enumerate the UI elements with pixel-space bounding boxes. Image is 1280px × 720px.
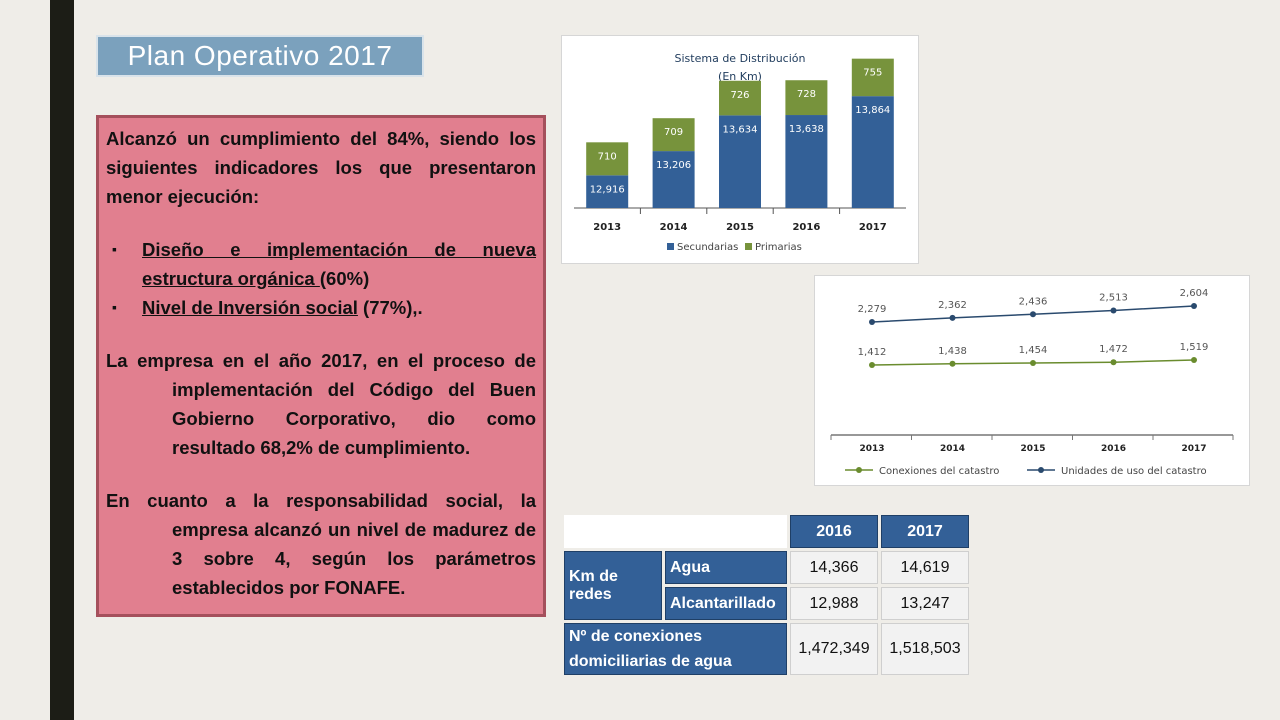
x-tick-2015: 2015 (726, 222, 754, 233)
sidebar-accent-bar (50, 0, 74, 720)
data-label-conexiones-2015: 1,454 (1019, 345, 1048, 356)
legend-label-primarias: Primarias (755, 242, 802, 253)
bar-secundarias-2014 (652, 151, 695, 208)
point-conexiones-2016 (1110, 359, 1117, 366)
data-label-secundarias-2013: 12,916 (590, 184, 625, 195)
bar-primarias-2015 (719, 80, 761, 116)
indicator-link[interactable]: Nivel de Inversión social (142, 297, 358, 318)
indicator-value: (60%) (319, 268, 370, 289)
point-conexiones-2017 (1191, 357, 1197, 364)
table-corner (564, 515, 787, 548)
x-tick-2013: 2013 (859, 444, 884, 454)
slide-title: Plan Operativo 2017 (96, 35, 424, 77)
data-label-secundarias-2015: 13,634 (723, 124, 758, 135)
cell-alcantarillado-2016: 12,988 (790, 587, 878, 620)
indicator-item: ▪ Nivel de Inversión social (77%),. (106, 293, 536, 322)
point-conexiones-2015 (1030, 360, 1036, 367)
point-unidades-2017 (1191, 303, 1197, 310)
catastro-line-chart: 1,412 1,438 1,454 1,472 1,519 2,279 2,362 2,436… (814, 275, 1250, 486)
x-tick-2017: 2017 (1181, 444, 1206, 454)
social-responsibility-paragraph: En cuanto a la responsabilidad social, l… (106, 490, 536, 598)
governance-paragraph: La empresa en el año 2017, en el proceso… (106, 350, 536, 458)
catastro-line-chart-svg: 1,412 1,438 1,454 1,472 1,519 2,279 2,362 2,436… (830, 288, 1234, 477)
bar-primarias-2013 (586, 142, 629, 176)
cell-agua-2016: 14,366 (790, 551, 878, 584)
col-header-2017: 2017 (881, 515, 969, 548)
legend-swatch-secundarias (667, 243, 674, 250)
x-tick-2017: 2017 (859, 222, 887, 233)
intro-paragraph: Alcanzó un cumplimiento del 84%, siendo … (106, 128, 536, 207)
cell-agua-2017: 14,619 (881, 551, 969, 584)
square-bullet-icon: ▪ (112, 299, 117, 315)
legend-label-unidades: Unidades de uso del catastro (1061, 466, 1207, 477)
distribution-chart-svg: Sistema de Distribución (En Km) 12,916 71… (574, 52, 906, 253)
distribution-chart: Sistema de Distribución (En Km) 12,916 71… (561, 35, 919, 264)
network-table: 2016 2017 Km de redes Agua 14,366 14,619… (561, 512, 972, 678)
bar-primarias-2016 (785, 80, 828, 116)
data-label-unidades-2015: 2,436 (1019, 296, 1048, 307)
data-label-conexiones-2013: 1,412 (858, 347, 887, 358)
summary-panel: Alcanzó un cumplimiento del 84%, siendo … (96, 115, 546, 617)
x-tick-2013: 2013 (593, 222, 621, 233)
point-unidades-2014 (949, 314, 956, 321)
legend-swatch-primarias (745, 243, 752, 250)
legend-marker-conexiones (856, 467, 862, 473)
x-tick-2014: 2014 (660, 222, 688, 233)
row-label-conexiones: Nº de conexiones domiciliarias de agua (564, 623, 787, 675)
data-label-primarias-2014: 709 (664, 127, 683, 138)
point-unidades-2015 (1030, 311, 1036, 318)
x-tick-2014: 2014 (940, 444, 965, 454)
indicator-value: (77%),. (357, 297, 423, 318)
row-label-agua: Agua (665, 551, 787, 584)
data-label-secundarias-2016: 13,638 (789, 124, 824, 135)
slide-title-text: Plan Operativo 2017 (127, 40, 393, 71)
x-tick-2016: 2016 (792, 222, 820, 233)
indicator-list: ▪ Diseño e implementación de nueva estruc… (106, 235, 536, 322)
point-conexiones-2013 (869, 362, 875, 368)
data-label-conexiones-2016: 1,472 (1099, 344, 1128, 355)
bar-primarias-2014 (652, 118, 695, 152)
point-unidades-2013 (869, 319, 875, 325)
bar-secundarias-2016 (785, 115, 828, 208)
row-label-alcantarillado: Alcantarillado (665, 587, 787, 620)
legend-label-conexiones: Conexiones del catastro (879, 466, 999, 477)
data-label-unidades-2016: 2,513 (1099, 292, 1128, 303)
cell-conexiones-2017: 1,518,503 (881, 623, 969, 675)
data-label-conexiones-2017: 1,519 (1180, 342, 1209, 353)
cell-alcantarillado-2017: 13,247 (881, 587, 969, 620)
point-conexiones-2014 (949, 360, 956, 367)
cell-conexiones-2016: 1,472,349 (790, 623, 878, 675)
col-header-2016: 2016 (790, 515, 878, 548)
legend-label-secundarias: Secundarias (677, 242, 738, 253)
data-label-primarias-2015: 726 (730, 90, 749, 101)
bar-secundarias-2015 (719, 115, 761, 208)
chart-title: Sistema de Distribución (675, 52, 806, 65)
data-label-primarias-2017: 755 (863, 68, 882, 79)
indicator-link[interactable]: Diseño e implementación de nueva estruct… (142, 239, 536, 289)
data-label-secundarias-2014: 13,206 (656, 160, 691, 171)
square-bullet-icon: ▪ (112, 241, 117, 257)
bar-secundarias-2017 (851, 96, 894, 208)
data-label-conexiones-2014: 1,438 (938, 346, 967, 357)
bar-secundarias-2013 (586, 175, 629, 208)
group-label-km-redes: Km de redes (564, 551, 662, 620)
data-label-primarias-2013: 710 (598, 151, 617, 162)
data-label-unidades-2017: 2,604 (1180, 288, 1209, 299)
x-tick-2015: 2015 (1020, 444, 1045, 454)
data-label-unidades-2014: 2,362 (938, 300, 967, 311)
x-tick-2016: 2016 (1101, 444, 1126, 454)
bar-primarias-2017 (851, 58, 894, 97)
chart-subtitle: (En Km) (718, 70, 762, 83)
legend-marker-unidades (1038, 467, 1044, 473)
data-label-secundarias-2017: 13,864 (855, 105, 890, 116)
data-label-primarias-2016: 728 (797, 89, 816, 100)
indicator-item: ▪ Diseño e implementación de nueva estruc… (106, 235, 536, 293)
point-unidades-2016 (1110, 307, 1117, 314)
data-label-unidades-2013: 2,279 (858, 304, 887, 315)
